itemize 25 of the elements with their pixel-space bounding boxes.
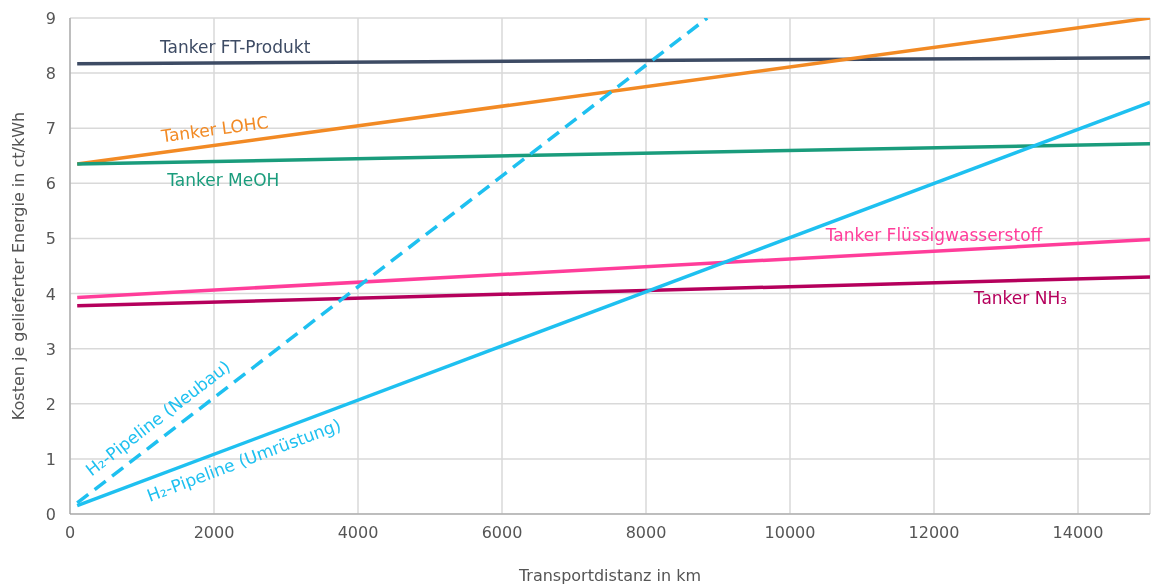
x-tick-label: 8000 xyxy=(625,523,667,542)
x-axis-title: Transportdistanz in km xyxy=(517,566,702,585)
series-label: Tanker MeOH xyxy=(166,170,280,191)
y-tick-label: 5 xyxy=(45,229,56,249)
y-tick-label: 3 xyxy=(45,339,56,359)
series-label: Tanker Flüssigwasserstoff xyxy=(824,225,1044,246)
y-tick-label: 9 xyxy=(45,9,56,28)
y-tick-label: 0 xyxy=(45,505,56,524)
x-tick-label: 0 xyxy=(64,523,76,542)
text: Tanker LOHC xyxy=(159,111,270,147)
x-tick-label: 12000 xyxy=(908,523,960,542)
x-tick-label: 14000 xyxy=(1052,523,1104,542)
x-tick-label: 4000 xyxy=(337,523,379,542)
y-tick-label: 7 xyxy=(45,119,56,139)
x-tick-label: 2000 xyxy=(193,523,235,542)
y-tick-label: 2 xyxy=(45,394,56,414)
y-tick-label: 4 xyxy=(45,284,56,304)
series-label: Tanker NH₃ xyxy=(972,288,1067,309)
y-tick-label: 8 xyxy=(45,64,56,84)
y-tick-label: 6 xyxy=(45,174,56,194)
x-tick-label: 6000 xyxy=(481,523,523,542)
series-label: Tanker FT-Produkt xyxy=(159,37,311,58)
y-axis-title: Kosten je gelieferter Energie in ct/kWh xyxy=(9,111,28,421)
x-tick-label: 10000 xyxy=(764,523,816,542)
y-tick-label: 1 xyxy=(45,449,56,469)
